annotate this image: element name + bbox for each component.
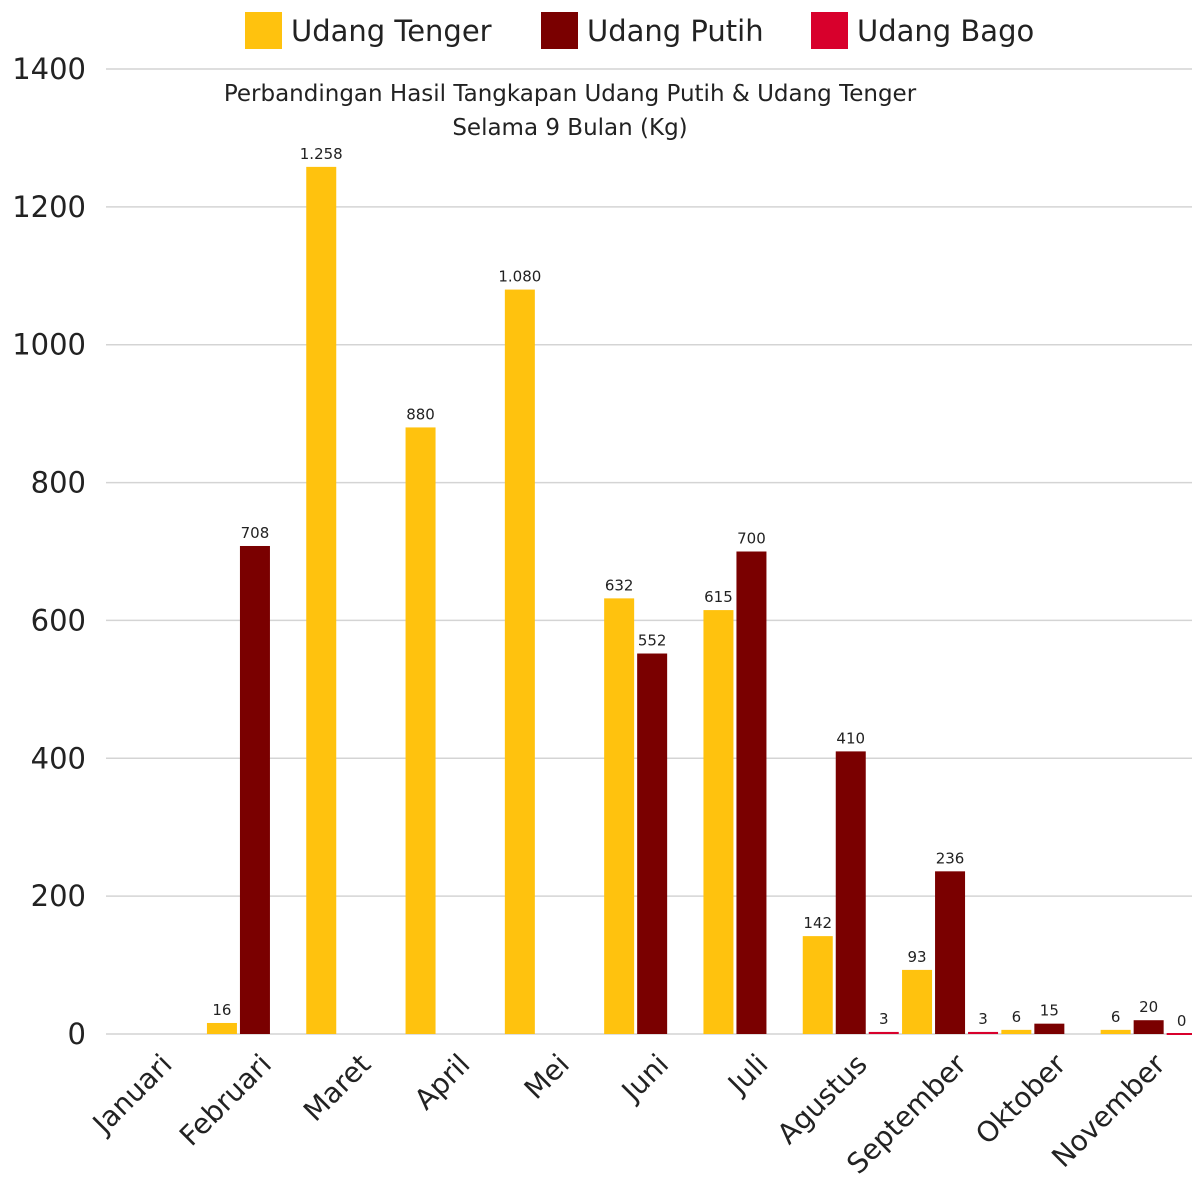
legend-swatch [811,12,848,49]
bar [1100,1029,1131,1034]
data-label: 632 [605,576,634,594]
data-label: 16 [212,1001,231,1019]
bar [239,545,270,1034]
data-label: 410 [836,729,865,747]
y-tick-label: 1400 [12,52,86,86]
data-label: 93 [908,948,927,966]
bar [637,653,668,1034]
data-label: 708 [241,524,270,542]
bar [835,751,866,1034]
chart-title: Selama 9 Bulan (Kg) [452,115,687,141]
bar [868,1031,899,1034]
data-label: 142 [803,914,832,932]
y-tick-label: 800 [31,466,86,500]
bar [1034,1023,1065,1034]
x-tick-label: Juli [720,1048,774,1102]
data-label: 20 [1139,998,1158,1016]
data-label: 700 [737,530,766,548]
x-tick-label: Juni [614,1048,675,1109]
data-label: 15 [1040,1002,1059,1020]
data-label: 3 [978,1010,988,1028]
bar [802,936,833,1034]
y-tick-label: 1000 [12,328,86,362]
x-tick-label: Januari [85,1048,179,1142]
data-label: 6 [1111,1008,1121,1026]
data-label: 236 [936,849,965,867]
data-label: 0 [1177,1012,1187,1030]
bar [206,1022,237,1034]
y-tick-label: 0 [68,1017,86,1051]
legend-swatch [541,12,578,49]
x-tick-label: April [408,1048,477,1117]
y-tick-label: 600 [31,603,86,637]
x-tick-label: Maret [297,1048,377,1128]
x-tick-label: Februari [173,1048,278,1153]
bar [504,289,535,1035]
legend-swatch [245,12,282,49]
legend-label: Udang Putih [587,14,764,48]
bar [1001,1029,1032,1034]
legend-label: Udang Tenger [291,14,492,48]
title: Perbandingan Hasil Tangkapan Udang Putih… [224,81,917,141]
data-label: 1.080 [498,268,541,286]
bar [604,598,635,1034]
data-label: 880 [406,405,435,423]
x-tick-label: Agustus [771,1048,874,1151]
bar [405,427,436,1034]
data-label: 1.258 [300,145,343,163]
data-label: 615 [704,588,733,606]
bar [306,166,337,1035]
x-tick-label: Mei [518,1048,576,1106]
data-label: 552 [638,632,667,650]
y-tick-label: 1200 [12,190,86,224]
bar [968,1031,999,1034]
chart-title: Perbandingan Hasil Tangkapan Udang Putih… [224,81,917,107]
bar [703,610,734,1034]
bar [902,969,933,1034]
bar [1133,1020,1164,1034]
data-label: 3 [879,1010,889,1028]
bar [935,871,966,1034]
legend-label: Udang Bago [857,14,1034,48]
y-tick-label: 400 [31,741,86,775]
data-label: 6 [1012,1008,1022,1026]
y-tick-label: 200 [31,879,86,913]
bar [736,551,767,1034]
x-tick-label: Oktober [969,1047,1072,1150]
